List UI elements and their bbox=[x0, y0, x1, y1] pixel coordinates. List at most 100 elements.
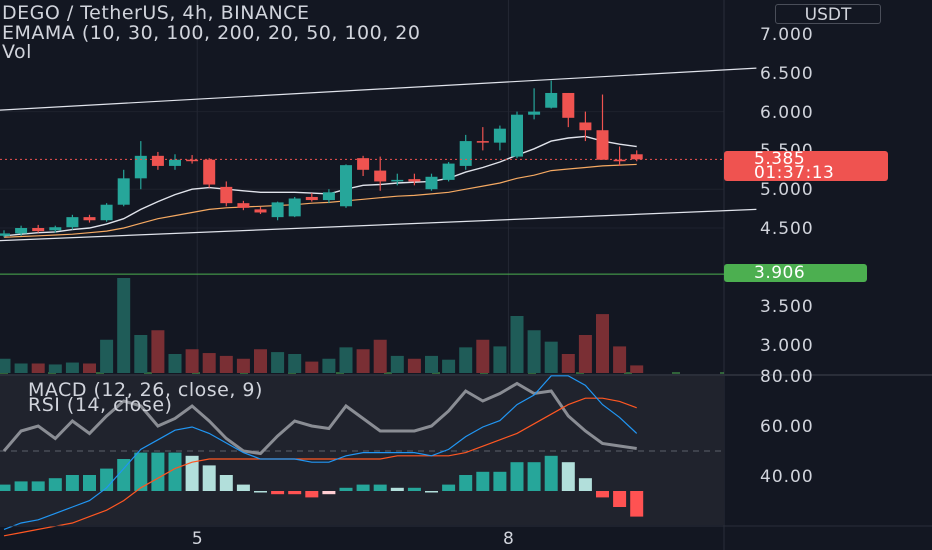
volume-bar bbox=[151, 330, 165, 373]
volume-bar bbox=[407, 358, 421, 373]
rsi-tick-label: 80.00 bbox=[760, 367, 814, 387]
volume-bar bbox=[31, 363, 45, 373]
macd-histogram-bar bbox=[510, 462, 524, 491]
candle-body bbox=[511, 114, 523, 157]
volume-bar bbox=[390, 355, 404, 373]
channel-upper-line bbox=[0, 67, 757, 111]
candle-body bbox=[408, 179, 421, 182]
indicator-emama[interactable]: EMAMA (10, 30, 100, 200, 20, 50, 100, 20 bbox=[2, 22, 421, 44]
macd-histogram-bar bbox=[390, 487, 404, 491]
volume-bar bbox=[117, 278, 131, 373]
channel-lower-line bbox=[0, 208, 757, 242]
candle-body bbox=[134, 155, 147, 179]
trend-channel bbox=[0, 67, 757, 242]
macd-histogram-bar bbox=[339, 487, 353, 491]
candle-body bbox=[49, 227, 62, 231]
macd-histogram-bar bbox=[271, 491, 285, 495]
candle-body bbox=[254, 209, 267, 213]
indicator-rsi[interactable]: RSI (14, close) bbox=[28, 394, 173, 416]
volume-bar bbox=[561, 354, 575, 373]
volume-bar bbox=[596, 314, 609, 373]
candle-body bbox=[151, 155, 164, 166]
ema-fast-line bbox=[3, 135, 637, 237]
macd-histogram-bar bbox=[288, 491, 302, 495]
candle-body bbox=[305, 196, 318, 201]
candle-body bbox=[66, 217, 79, 228]
volume-bar bbox=[356, 349, 370, 373]
volume-bar bbox=[83, 363, 96, 373]
ema-lines bbox=[3, 135, 637, 238]
macd-histogram-bar bbox=[65, 475, 79, 491]
candle-body bbox=[288, 198, 301, 217]
candle-body bbox=[442, 163, 455, 180]
candle-body bbox=[186, 159, 199, 162]
macd-histogram-bar bbox=[305, 491, 319, 498]
macd-histogram-bar bbox=[48, 478, 62, 491]
candle-countdown: 01:37:13 bbox=[754, 163, 835, 183]
candle-body bbox=[100, 204, 113, 221]
volume-bar bbox=[630, 365, 644, 373]
indicator-vol[interactable]: Vol bbox=[2, 41, 32, 63]
volume-bar bbox=[527, 330, 541, 373]
volume-bar bbox=[305, 361, 319, 373]
candle-body bbox=[220, 186, 233, 204]
candle-body bbox=[391, 179, 404, 182]
indicator-macd[interactable]: MACD (12, 26, close, 9) bbox=[28, 379, 263, 401]
axis-labels: 7.0006.5006.0005.5005.0004.5003.5003.000… bbox=[0, 25, 932, 549]
candle-body bbox=[83, 217, 96, 221]
macd-histogram-bar bbox=[596, 491, 609, 498]
candle-body bbox=[169, 159, 181, 166]
candle-body bbox=[476, 141, 489, 143]
macd-histogram-bar bbox=[493, 471, 507, 491]
candle-body bbox=[203, 159, 216, 185]
last-price-tag: 5.385 01:37:13 bbox=[724, 149, 888, 183]
macd-histogram-bar bbox=[202, 465, 216, 491]
macd-histogram-bar bbox=[476, 471, 490, 491]
macd-histogram-bar bbox=[527, 462, 541, 491]
last-price-value: 5.385 bbox=[754, 149, 806, 169]
volume-bar bbox=[219, 355, 233, 373]
macd-histogram-bar bbox=[373, 484, 387, 491]
macd-histogram-bar bbox=[134, 452, 148, 491]
volume-bar bbox=[288, 354, 302, 373]
macd-histogram-bar bbox=[322, 491, 336, 495]
macd-line bbox=[3, 375, 638, 530]
macd-histogram-bar bbox=[459, 475, 473, 491]
macd-histogram-bar bbox=[185, 455, 199, 491]
chart-title: DEGO / TetherUS, 4h, BINANCE bbox=[2, 2, 310, 24]
candle-body bbox=[613, 159, 626, 162]
currency-button[interactable]: USDT bbox=[775, 4, 881, 25]
volume-bar bbox=[134, 335, 148, 373]
price-tick-label: 6.500 bbox=[760, 64, 814, 84]
macd-histogram-bar bbox=[578, 478, 592, 491]
volume-bar bbox=[322, 358, 336, 373]
candle-body bbox=[117, 178, 130, 205]
volume-bar bbox=[493, 346, 507, 373]
candle-body bbox=[0, 233, 10, 236]
candle-body bbox=[562, 92, 575, 118]
price-tick-label: 3.500 bbox=[760, 297, 814, 317]
macd-histogram-bar bbox=[0, 484, 11, 491]
candle-body bbox=[374, 170, 387, 182]
macd-histogram-bar bbox=[14, 481, 28, 491]
volume-bar bbox=[544, 341, 558, 373]
volume-bars bbox=[0, 278, 644, 373]
macd-histogram-bar bbox=[356, 484, 370, 491]
candle-body bbox=[357, 158, 370, 170]
macd-histogram-bar bbox=[100, 468, 114, 491]
macd-histogram-bar bbox=[544, 455, 558, 491]
macd-histogram-bar bbox=[407, 487, 421, 491]
volume-bar bbox=[613, 346, 627, 373]
volume-bar bbox=[254, 349, 267, 373]
macd-histogram-bar bbox=[561, 462, 575, 491]
macd-histogram-bar bbox=[425, 491, 438, 493]
level-price-tag: 3.906 bbox=[724, 264, 867, 282]
macd-histogram-bar bbox=[83, 475, 96, 491]
price-tick-label: 4.500 bbox=[760, 219, 814, 239]
volume-bar bbox=[14, 363, 28, 373]
volume-bar bbox=[339, 347, 353, 373]
macd-histogram-bar bbox=[613, 491, 627, 507]
candle-body bbox=[545, 92, 558, 108]
time-tick-label: 5 bbox=[192, 529, 203, 549]
